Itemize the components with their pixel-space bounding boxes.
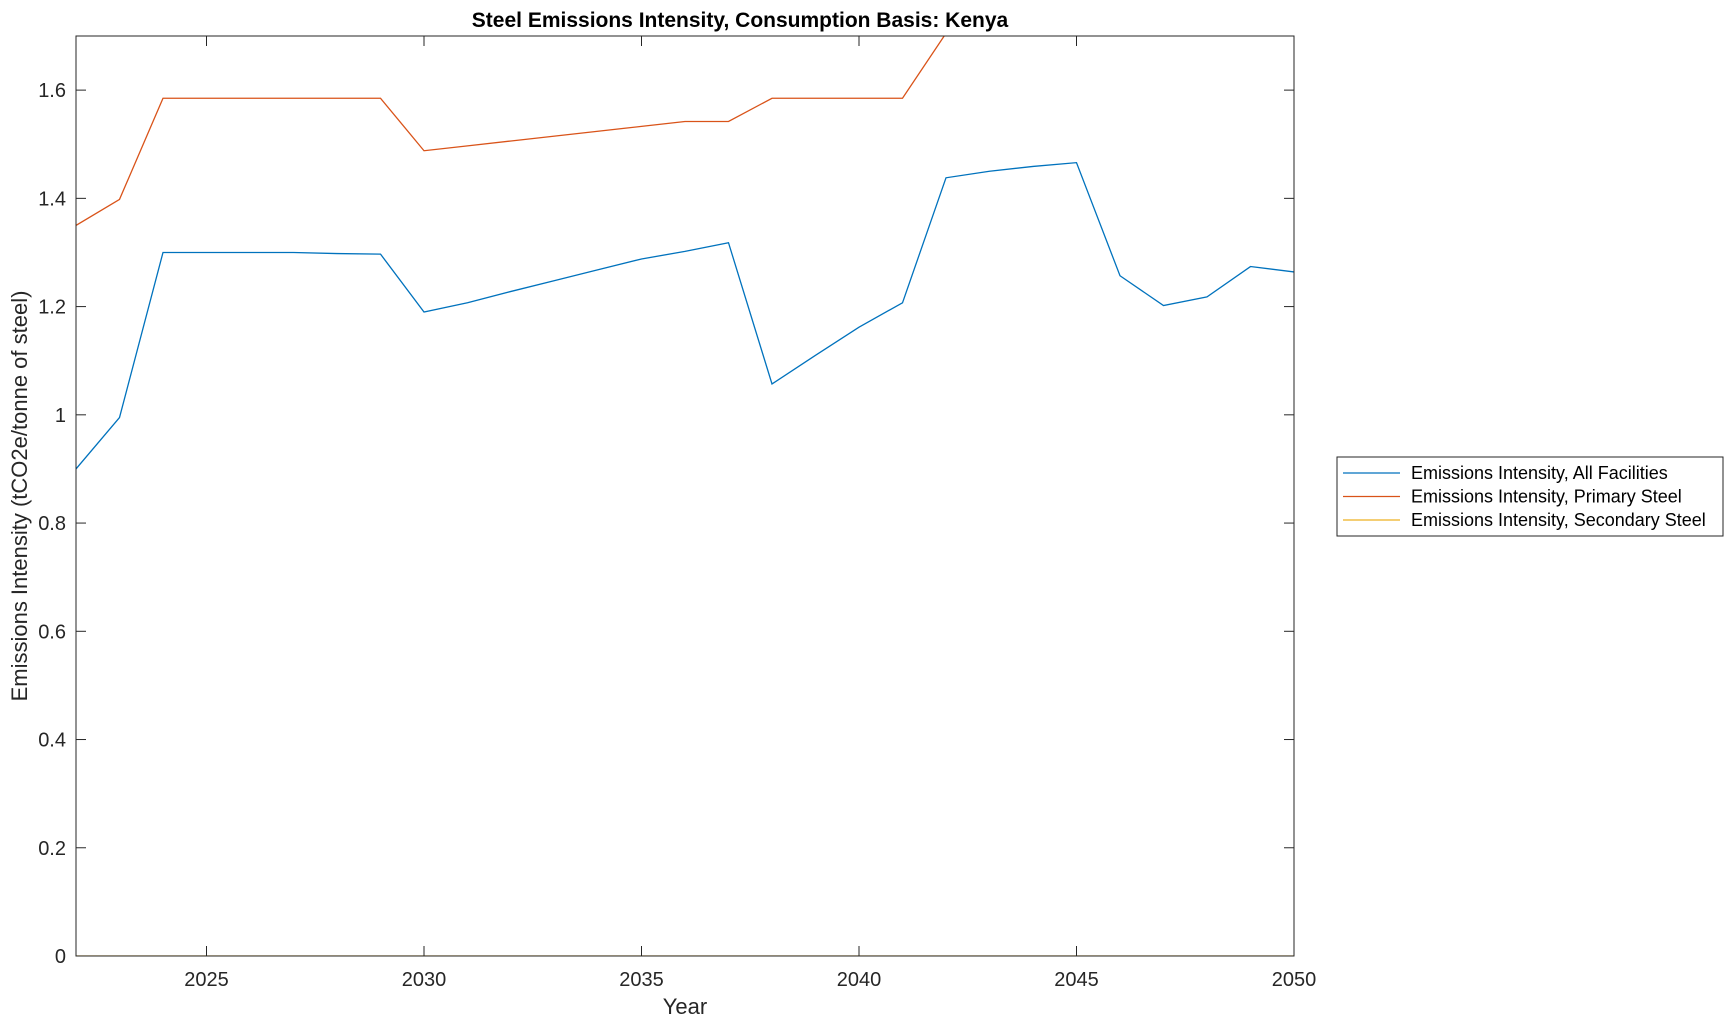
y-tick-label: 0 (55, 946, 66, 968)
series-layer (76, 36, 1294, 956)
x-tick-label: 2035 (619, 969, 664, 991)
y-tick-label: 1.6 (38, 80, 66, 102)
x-tick-label: 2050 (1272, 969, 1317, 991)
legend-entries: Emissions Intensity, All Facilities Emiss… (1343, 463, 1706, 530)
y-tick-label: 0.8 (38, 513, 66, 535)
ticks-layer: 2025 2030 2035 2040 2045 2050 0 0.2 0.4 0.6 0.8 1 1.… (38, 36, 1316, 991)
series-line-1 (76, 161, 1294, 470)
x-tick-label: 2040 (837, 969, 882, 991)
y-tick-label: 0.6 (38, 621, 66, 643)
y-tick-label: 1 (55, 405, 66, 427)
chart-title: Steel Emissions Intensity, Consumption B… (472, 9, 1009, 32)
x-tick-label: 2030 (402, 969, 447, 991)
y-axis-label: Emissions Intensity (tCO2e/tonne of stee… (7, 291, 32, 702)
series-line-2 (76, 36, 945, 226)
legend: Emissions Intensity, All Facilities Emiss… (1336, 456, 1724, 537)
x-tick-label: 2045 (1054, 969, 1099, 991)
plot-area (76, 36, 1294, 956)
y-tick-label: 1.4 (38, 188, 66, 210)
legend-label-1: Emissions Intensity, All Facilities (1411, 463, 1668, 483)
legend-label-3: Emissions Intensity, Secondary Steel (1411, 510, 1706, 530)
legend-box (1336, 456, 1724, 537)
plot-frame (75, 35, 1295, 957)
x-tick-label: 2025 (184, 969, 229, 991)
legend-label-2: Emissions Intensity, Primary Steel (1411, 487, 1682, 507)
y-tick-label: 1.2 (38, 297, 66, 319)
x-axis-label: Year (663, 994, 707, 1019)
y-tick-label: 0.4 (38, 730, 66, 752)
y-tick-label: 0.2 (38, 838, 66, 860)
